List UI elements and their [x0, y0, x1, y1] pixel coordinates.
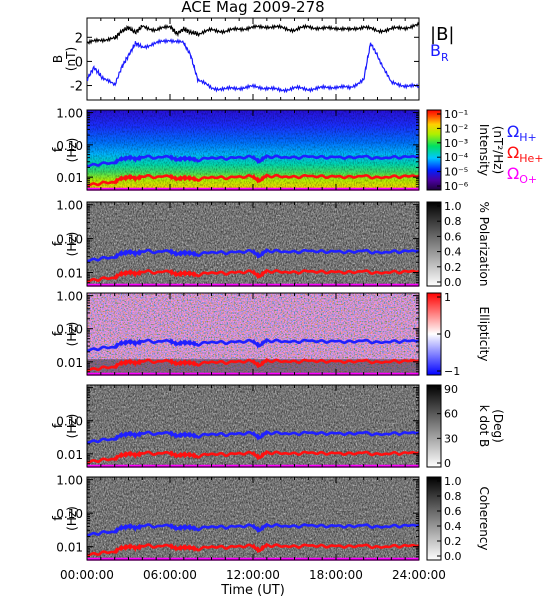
panel-k-dot-b	[86, 384, 442, 468]
colorbar-tick-label: 0.4	[444, 246, 462, 259]
f-yunit: (Hz)	[65, 506, 79, 531]
gyro-line-h-plus	[87, 430, 420, 444]
colorbar-tick-label: 0.8	[444, 215, 462, 228]
f-tick-label: 0.01	[56, 448, 83, 462]
colorbar-tick-label: 1.0	[444, 200, 462, 213]
colorbar-tick-label: −1	[444, 365, 460, 378]
f-tick-label: 0.10	[56, 507, 83, 521]
f-tick-label: 0.10	[56, 233, 83, 247]
legend-gyro-0: ΩH+	[507, 122, 537, 144]
colorbar-tick-label: 0	[444, 328, 451, 341]
x-tick-label: 00:00:00	[60, 568, 114, 582]
gyro-line-h-plus	[87, 248, 420, 263]
f-yunit: (Hz)	[65, 322, 79, 347]
colorbar-tick-label: 0.0	[444, 276, 462, 289]
x-tick-label: 24:00:00	[392, 568, 446, 582]
colorbar-tick-label: 1	[444, 291, 451, 304]
b-ylabel: B	[51, 55, 65, 63]
gyro-line-he-plus	[87, 542, 420, 557]
x-axis-label: Time (UT)	[220, 583, 285, 598]
gyro-line-h-plus	[87, 338, 420, 352]
b-yunit: (nT)	[64, 47, 78, 71]
gyro-line-h-plus	[87, 154, 420, 168]
colorbar-tick-label: 10⁻²	[444, 122, 468, 135]
f-ylabel: f	[51, 147, 66, 152]
colorbar-unit: (Deg)	[491, 409, 505, 443]
f-ylabel: f	[51, 423, 66, 428]
f-yunit: (Hz)	[65, 232, 79, 257]
colorbar	[426, 201, 442, 287]
colorbar-unit: (nT²/Hz)	[491, 126, 505, 174]
panel-polarization	[86, 201, 442, 287]
colorbar-tick-label: 10⁻⁵	[444, 166, 468, 179]
gyro-line-he-plus	[86, 268, 420, 283]
colorbar-label: Ellipticity	[477, 307, 491, 362]
f-tick-label: 1.00	[56, 199, 83, 213]
f-yunit: (Hz)	[65, 414, 79, 439]
panel-coherency	[86, 476, 442, 561]
f-tick-label: 0.10	[56, 415, 83, 429]
panel-intensity	[86, 109, 442, 191]
colorbar-tick-label: 0.2	[444, 535, 462, 548]
panels	[86, 17, 442, 561]
f-tick-label: 0.01	[56, 541, 83, 555]
panel-ellipticity	[86, 292, 442, 376]
b-ytick-label: 0	[75, 55, 83, 70]
colorbar-tick-label: 30	[444, 432, 458, 445]
gyro-line-he-plus	[87, 357, 420, 372]
b-series-line-0	[87, 21, 419, 45]
colorbar-tick-label: 10⁻³	[444, 137, 468, 150]
figure-title: ACE Mag 2009-278	[181, 0, 324, 16]
colorbar-label: k dot B	[477, 405, 491, 447]
colorbar-tick-label: 10⁻¹	[444, 108, 468, 121]
colorbar-tick-label: 0.8	[444, 490, 462, 503]
gyro-line-he-plus	[87, 173, 420, 187]
colorbar-tick-label: 90	[444, 383, 458, 396]
legend-b-r: BR	[430, 41, 449, 64]
colorbar-tick-label: 10⁻⁶	[444, 180, 469, 193]
f-tick-label: 1.00	[56, 107, 83, 121]
x-tick-label: 18:00:00	[309, 568, 363, 582]
f-yunit: (Hz)	[65, 138, 79, 163]
colorbar-tick-label: 10⁻⁴	[444, 151, 469, 164]
f-tick-label: 0.01	[56, 356, 83, 370]
f-ylabel: f	[51, 241, 66, 246]
b-ytick-label: -2	[70, 80, 83, 95]
legend-gyro-1: ΩHe+	[507, 143, 544, 165]
colorbar-tick-label: 0.6	[444, 230, 462, 243]
colorbar-tick-label: 1.0	[444, 475, 462, 488]
colorbar-tick-label: 0.6	[444, 505, 462, 518]
gyro-line-h-plus	[87, 522, 420, 537]
gyro-line-he-plus	[87, 449, 420, 464]
colorbar-tick-label: 60	[444, 408, 458, 421]
x-tick-label: 12:00:00	[226, 568, 280, 582]
colorbar-tick-label: 0	[444, 457, 451, 470]
colorbar	[426, 384, 442, 468]
x-tick-label: 06:00:00	[143, 568, 197, 582]
colorbar	[426, 476, 442, 561]
f-tick-label: 1.00	[56, 474, 83, 488]
legend-b-total: |B|	[430, 24, 454, 45]
f-tick-label: 0.01	[56, 267, 83, 281]
f-tick-label: 0.10	[56, 323, 83, 337]
colorbar-tick-label: 0.2	[444, 261, 462, 274]
colorbar-label: Coherency	[477, 486, 491, 550]
f-ylabel: f	[51, 331, 66, 336]
colorbar-tick-label: 0.0	[444, 550, 462, 563]
legend-gyro-2: ΩO+	[507, 164, 537, 186]
f-tick-label: 1.00	[56, 290, 83, 304]
colorbar-tick-label: 0.4	[444, 520, 462, 533]
colorbar-label: % Polarization	[477, 202, 491, 287]
f-tick-label: 0.01	[56, 171, 83, 185]
f-ylabel: f	[51, 516, 66, 521]
b-series-line-1	[87, 37, 419, 94]
colorbar	[426, 109, 442, 191]
b-ytick-label: 2	[75, 31, 83, 46]
labels: 20-2B (nT)|B|BR1.000.100.01f (Hz)10⁻¹10⁻²1…	[51, 24, 544, 582]
colorbar-label: Intensity	[477, 124, 491, 176]
f-tick-label: 0.10	[56, 139, 83, 153]
figure-title-group: ACE Mag 2009-278	[181, 0, 324, 16]
